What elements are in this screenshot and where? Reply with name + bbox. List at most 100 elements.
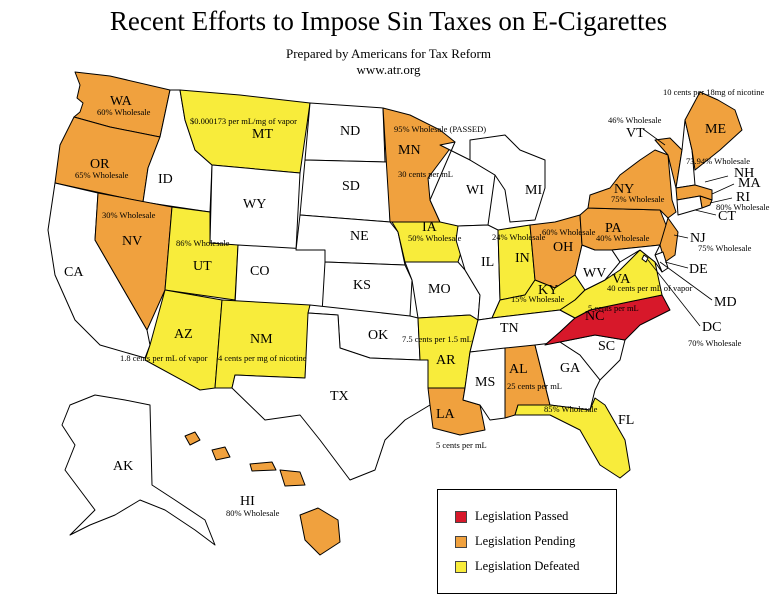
note-OR: 65% Wholesale [75, 170, 129, 180]
label-NY: NY [614, 182, 634, 197]
label-OH: OH [553, 240, 573, 255]
state-DC[interactable] [641, 254, 649, 263]
legend-label-passed: Legislation Passed [475, 509, 569, 523]
legend-label-pending: Legislation Pending [475, 534, 576, 548]
legend-label-defeated: Legislation Defeated [475, 559, 580, 573]
legend-swatch-pending [455, 536, 467, 548]
state-MD[interactable] [611, 244, 663, 273]
state-NY[interactable] [587, 149, 677, 219]
label-OK: OK [368, 328, 388, 343]
label-NC: NC [585, 309, 604, 324]
note-NJ: 75% Wholesale [698, 243, 752, 253]
state-FL[interactable] [514, 397, 631, 479]
note-AR: 7.5 cents per 1.5 mL [402, 334, 472, 344]
label-LA: LA [436, 407, 456, 422]
label-ME: ME [705, 122, 726, 137]
label-AZ: AZ [174, 327, 193, 342]
note-OH: 60% Wholesale [542, 227, 596, 237]
state-TX[interactable] [231, 312, 431, 481]
label-IA: IA [422, 220, 438, 235]
label-IL: IL [481, 255, 494, 270]
note-MT: $0.000173 per mL/mg of vapor [190, 116, 297, 126]
label-WV: WV [583, 266, 606, 281]
note-IA: 50% Wholesale [408, 233, 462, 243]
label-SC: SC [598, 339, 615, 354]
label-GA: GA [560, 361, 581, 376]
state-HI-molokai[interactable] [249, 461, 277, 472]
note-KY: 15% Wholesale [511, 294, 565, 304]
note-PA: 40% Wholesale [596, 233, 650, 243]
label-VA: VA [612, 272, 631, 287]
state-NH[interactable] [675, 119, 696, 189]
note-NM: 4 cents per mg of nicotine [218, 353, 307, 363]
label-NE: NE [350, 229, 369, 244]
state-AK[interactable] [61, 394, 216, 546]
label-AL: AL [509, 362, 528, 377]
note-NV: 30% Wholesale [102, 210, 156, 220]
note-ME: 10 cents per 18mg of nicotine [663, 87, 764, 97]
legend: Legislation Passed Legislation Pending L… [437, 489, 617, 594]
state-CO[interactable] [234, 244, 326, 311]
note-WA: 60% Wholesale [97, 107, 151, 117]
label-TX: TX [330, 389, 349, 404]
note-AL: 25 cents per mL [507, 381, 562, 391]
note-VA: 40 cents per mL of vapor [607, 283, 693, 293]
label-DE: DE [689, 262, 708, 277]
state-ME[interactable] [684, 91, 743, 171]
legend-swatch-passed [455, 511, 467, 523]
state-HI-oahu[interactable] [211, 446, 231, 461]
note-AZ: 1.8 cents per mL of vapor [120, 353, 208, 363]
state-MI[interactable] [469, 134, 546, 223]
state-HI-kauai[interactable] [184, 431, 201, 446]
label-MI: MI [525, 183, 542, 198]
label-NM: NM [250, 332, 273, 347]
leader-NJ [673, 234, 689, 239]
leader-MD [659, 261, 713, 301]
label-AK: AK [113, 459, 133, 474]
label-NV: NV [122, 234, 142, 249]
note-NY: 75% Wholesale [611, 194, 665, 204]
state-NV[interactable] [94, 192, 173, 331]
label-DC: DC [702, 320, 721, 335]
leader-RI [709, 197, 733, 204]
state-NJ[interactable] [659, 217, 679, 263]
label-ID: ID [158, 172, 173, 187]
state-CT[interactable] [676, 195, 703, 216]
label-MD: MD [714, 295, 737, 310]
label-CO: CO [250, 264, 269, 279]
label-PA: PA [605, 221, 623, 236]
state-HI-maui[interactable] [279, 469, 306, 487]
note-IN: 24% Wholesale [492, 232, 546, 242]
state-KS[interactable] [321, 261, 413, 317]
note-UT: 86% Wholesale [176, 238, 230, 248]
label-NH: NH [734, 166, 754, 181]
label-TN: TN [500, 321, 519, 336]
state-HI-hawaii[interactable] [299, 507, 341, 556]
note-MN: 95% Wholesale (PASSED) [394, 124, 486, 134]
leader-NH [704, 175, 729, 183]
subtitle-website: www.atr.org [356, 62, 421, 77]
label-VT: VT [626, 126, 645, 141]
label-ND: ND [340, 124, 360, 139]
leader-DC [647, 259, 701, 327]
note-MN-2: 30 cents per mL [398, 169, 453, 179]
leader-DE [664, 261, 689, 269]
map-subtitle: Prepared by Americans for Tax Reform www… [0, 46, 777, 78]
label-MO: MO [428, 282, 451, 297]
label-NJ: NJ [690, 231, 706, 246]
note-MA: 73.94% Wholesale [686, 156, 750, 166]
label-WY: WY [243, 197, 266, 212]
note-NC: 5 cents per mL [588, 303, 639, 313]
note-RI: 80% Wholesale [716, 202, 770, 212]
state-VA[interactable] [559, 249, 663, 319]
map-title: Recent Efforts to Impose Sin Taxes on E-… [109, 6, 668, 36]
note-LA: 5 cents per mL [436, 440, 487, 450]
label-KS: KS [353, 278, 371, 293]
label-MN: MN [398, 143, 421, 158]
label-CT: CT [718, 209, 736, 224]
leader-VT [642, 128, 666, 146]
note-DC: 70% Wholesale [688, 338, 742, 348]
label-IN: IN [515, 251, 530, 266]
label-RI: RI [736, 190, 750, 205]
